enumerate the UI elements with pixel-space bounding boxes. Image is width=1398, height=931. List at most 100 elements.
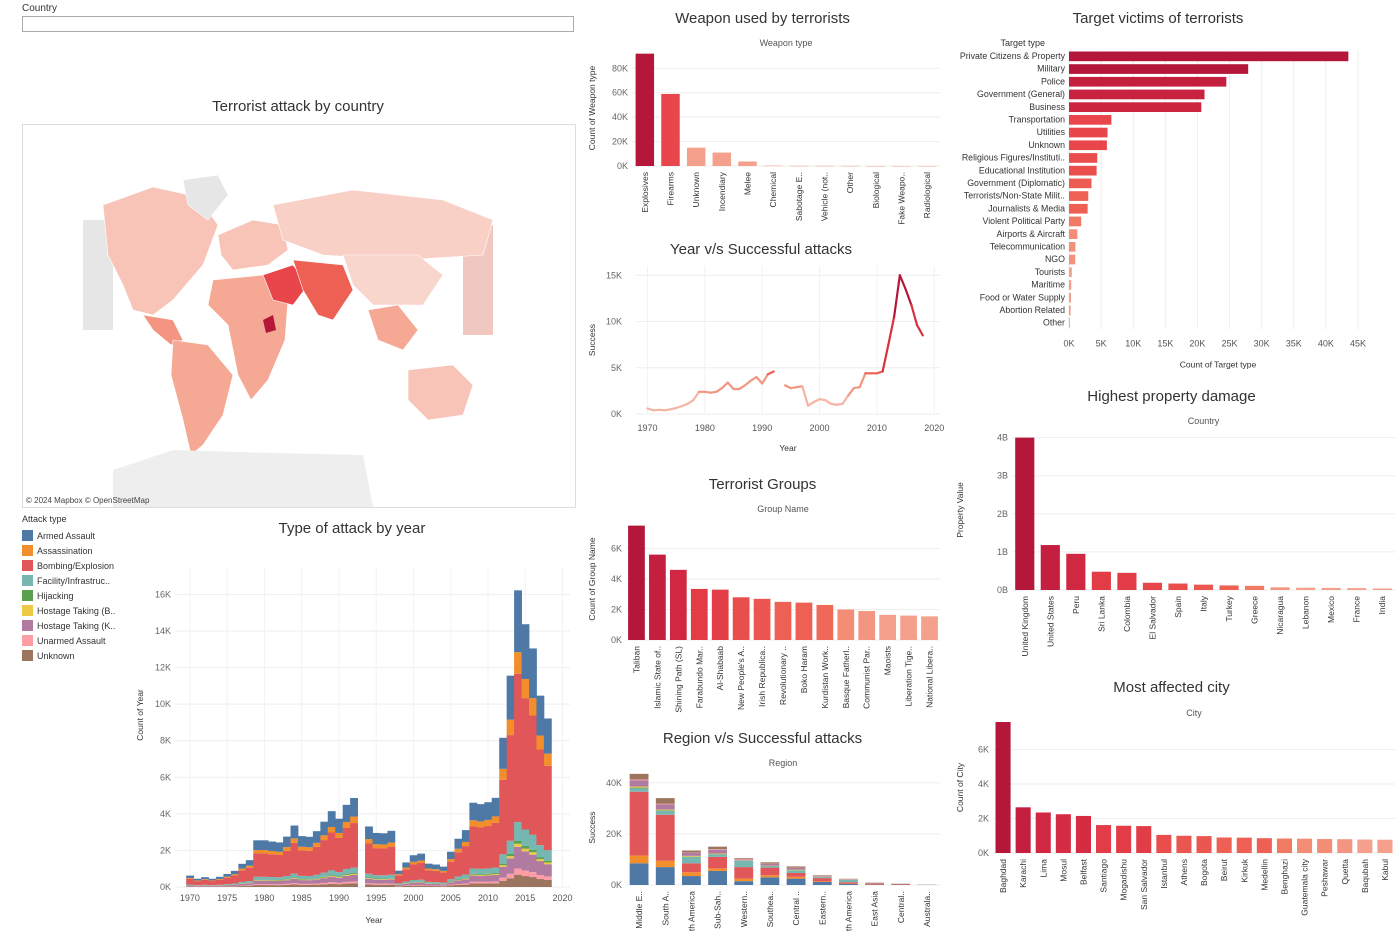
category-label: Private Citizens & Property <box>960 51 1066 61</box>
map-region-north-america[interactable] <box>102 186 219 316</box>
map-credit: © 2024 Mapbox © OpenStreetMap <box>26 496 150 505</box>
legend-item[interactable]: Hijacking <box>22 588 115 603</box>
area-segment <box>223 884 232 885</box>
bar-segment <box>734 860 754 868</box>
area-segment <box>387 884 396 887</box>
category-label: Kurdistan Work.. <box>820 646 830 709</box>
area-segment <box>297 884 306 887</box>
area-segment <box>484 873 493 875</box>
x-axis-label: Year <box>365 915 382 925</box>
category-label: Incendiary <box>717 171 727 211</box>
map-region-russia[interactable] <box>272 189 494 261</box>
bar <box>1069 242 1076 252</box>
area-segment <box>514 846 522 869</box>
legend-swatch <box>22 635 33 646</box>
area-segment <box>536 857 545 860</box>
bar <box>1069 178 1092 189</box>
category-label: Military <box>1037 64 1065 74</box>
map-region-middle-east[interactable] <box>262 264 309 306</box>
legend-item[interactable]: Armed Assault <box>22 528 115 543</box>
area-segment <box>342 874 351 876</box>
y-axis-label: Count of Weapon type <box>587 66 597 151</box>
y-tick-label: 6K <box>978 745 989 755</box>
area-segment <box>432 882 440 884</box>
area-segment <box>275 851 284 855</box>
area-segment <box>342 875 351 876</box>
world-map[interactable]: © 2024 Mapbox © OpenStreetMap <box>22 124 576 508</box>
area-segment <box>529 698 537 716</box>
country-filter-input[interactable] <box>22 16 574 32</box>
bar-segment <box>629 855 649 864</box>
area-segment <box>268 884 277 886</box>
bar-segment <box>629 779 649 781</box>
area-segment <box>283 879 291 880</box>
map-region-iraq[interactable] <box>263 315 276 333</box>
category-label: France <box>1352 596 1362 623</box>
legend-item[interactable]: Unknown <box>22 648 115 663</box>
bar-segment <box>681 856 701 864</box>
area-segment <box>223 876 232 878</box>
legend-item[interactable]: Bombing/Explosion <box>22 558 115 573</box>
category-label: Business <box>1029 102 1065 112</box>
category-label: Maritime <box>1031 280 1065 290</box>
map-region-europe[interactable] <box>217 219 289 271</box>
map-region-australia[interactable] <box>407 364 474 421</box>
bar <box>1219 585 1239 590</box>
area-segment <box>283 879 291 881</box>
area-segment <box>305 884 314 887</box>
bar <box>635 53 655 166</box>
area-segment <box>305 836 314 848</box>
legend-item[interactable]: Facility/Infrastruc.. <box>22 573 115 588</box>
area-segment <box>230 870 239 875</box>
area-segment <box>476 874 485 876</box>
area-segment <box>484 826 493 869</box>
area-segment <box>461 846 470 875</box>
area-segment <box>350 883 358 887</box>
area-segment <box>387 879 396 884</box>
category-label: El Salvador <box>1147 596 1157 640</box>
legend-item[interactable]: Hostage Taking (K.. <box>22 618 115 633</box>
bar-segment <box>891 883 911 885</box>
map-region-south-asia[interactable] <box>292 259 354 321</box>
legend-item[interactable]: Assassination <box>22 543 115 558</box>
area-segment <box>491 816 500 823</box>
bar-segment <box>655 810 675 811</box>
area-segment <box>461 841 470 847</box>
area-segment <box>499 863 508 866</box>
area-segment <box>275 842 284 852</box>
map-region-east-asia[interactable] <box>342 254 444 306</box>
chart-subtitle: City <box>1186 708 1202 718</box>
category-label: Telecommunication <box>990 242 1065 252</box>
area-segment <box>365 883 373 885</box>
map-region-southeast-asia[interactable] <box>367 304 419 351</box>
area-segment <box>469 874 478 876</box>
category-label: Educational Institution <box>979 165 1065 175</box>
area-segment <box>372 875 381 879</box>
map-region-greenland[interactable] <box>182 174 229 221</box>
area-segment <box>268 885 277 887</box>
area-segment <box>297 879 306 880</box>
x-tick-label: 40K <box>1318 338 1334 348</box>
area-segment <box>514 673 522 823</box>
area-segment <box>290 883 299 885</box>
area-segment <box>417 882 426 885</box>
category-label: Communist Par.. <box>862 646 872 709</box>
area-segment <box>432 883 440 886</box>
area-segment <box>521 845 530 849</box>
legend-item[interactable]: Unarmed Assault <box>22 633 115 648</box>
area-segment <box>424 863 433 869</box>
legend-item[interactable]: Hostage Taking (B.. <box>22 603 115 618</box>
y-tick-label: 4K <box>978 779 989 789</box>
y-tick-label: 20K <box>606 829 622 839</box>
category-label: Lebanon <box>1301 596 1311 629</box>
category-label: Nicaragua <box>1275 596 1285 635</box>
area-segment <box>290 838 299 843</box>
area-segment <box>484 819 493 827</box>
area-segment <box>514 822 522 841</box>
map-region-south-america[interactable] <box>170 339 234 456</box>
x-tick-label: 1980 <box>695 423 715 433</box>
area-segment <box>208 878 217 881</box>
area-segment <box>417 879 426 882</box>
bar <box>1069 153 1098 163</box>
category-label: Shining Path (SL) <box>673 646 683 713</box>
